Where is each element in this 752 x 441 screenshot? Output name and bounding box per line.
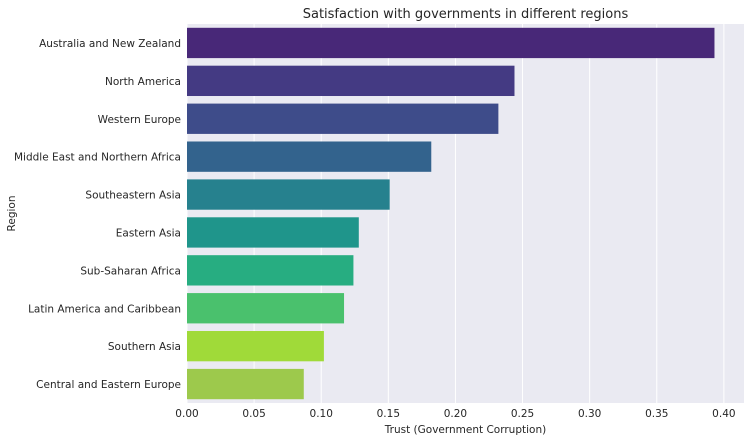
bar [187,141,432,172]
y-tick-label: Eastern Asia [116,227,181,239]
x-axis-label: Trust (Government Corruption) [384,424,546,436]
x-tick-label: 0.00 [175,408,198,420]
bar [187,293,345,324]
x-tick-label: 0.10 [310,408,333,420]
x-tick-labels: 0.00 0.05 0.10 0.15 0.20 0.25 0.30 0.35 0.40 [175,408,735,420]
bar [187,255,354,286]
y-tick-label: Southeastern Asia [85,190,181,202]
y-tick-label: Central and Eastern Europe [36,379,181,391]
y-tick-label: North America [105,76,181,88]
x-tick-label: 0.15 [377,408,400,420]
x-tick-label: 0.30 [578,408,601,420]
bar [187,27,715,59]
bar [187,217,359,248]
bar [187,65,515,97]
y-tick-label: Australia and New Zealand [39,38,181,50]
y-axis-label: Region [6,196,18,232]
x-tick-label: 0.25 [511,408,534,420]
y-tick-label: Latin America and Caribbean [28,303,181,315]
y-tick-label: Western Europe [98,114,181,126]
x-tick-label: 0.40 [712,408,735,420]
y-tick-label: Southern Asia [108,341,181,353]
chart-title: Satisfaction with governments in differe… [303,7,629,22]
y-tick-labels: Australia and New Zealand North America We… [14,38,181,391]
y-tick-label: Sub-Saharan Africa [80,265,181,277]
x-tick-label: 0.20 [444,408,467,420]
x-tick-label: 0.35 [645,408,668,420]
bar [187,103,499,134]
x-tick-label: 0.05 [242,408,265,420]
y-tick-label: Middle East and Northern Africa [14,152,181,164]
bar [187,368,304,400]
bar [187,179,390,210]
bars [187,27,715,400]
bar [187,330,324,362]
